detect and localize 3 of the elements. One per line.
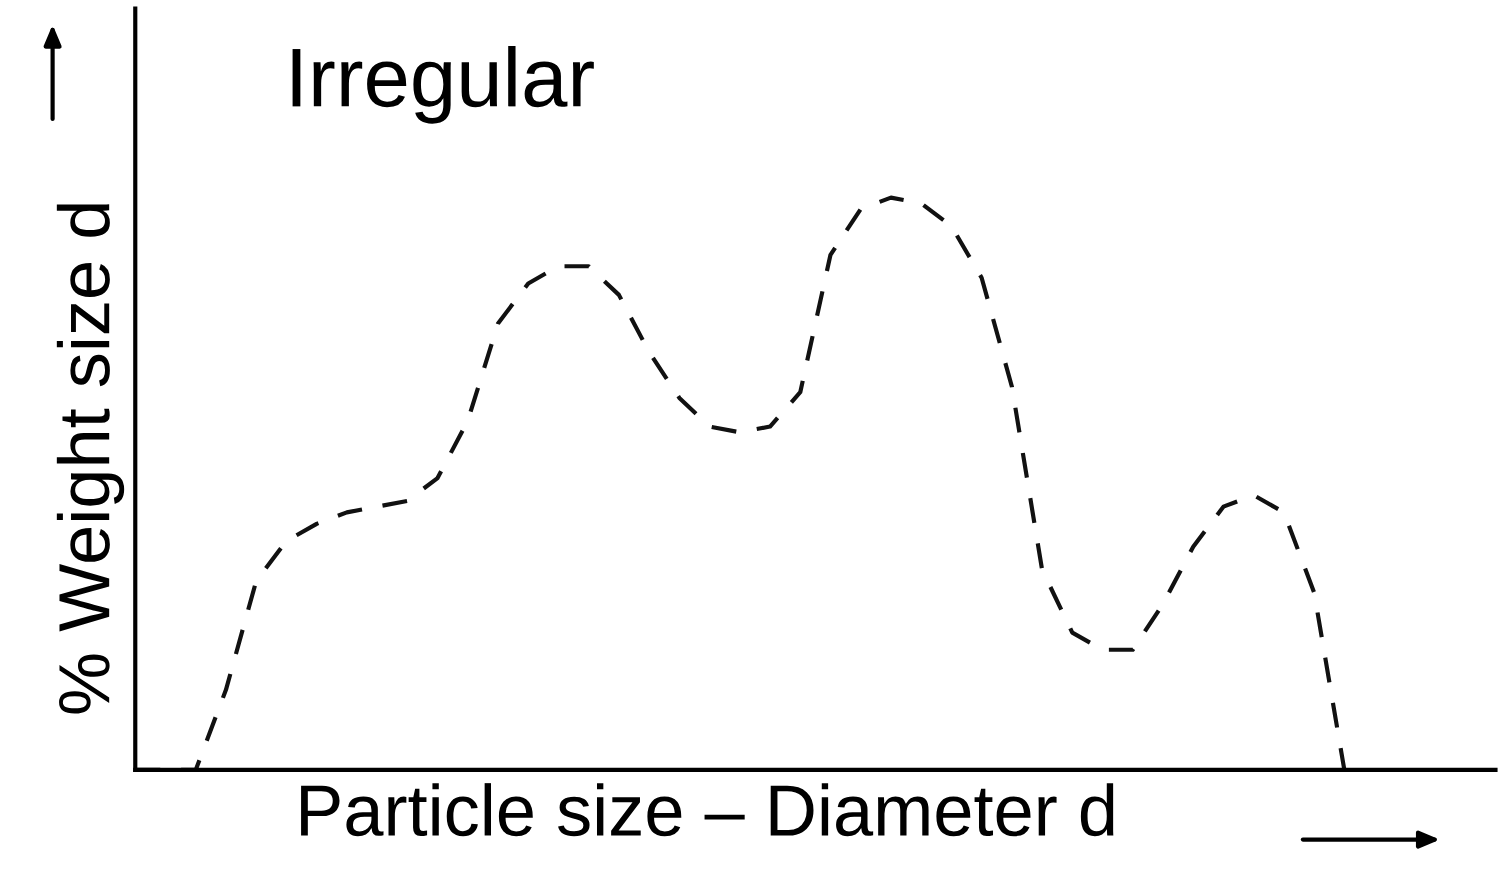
chart-title: Irregular <box>292 45 594 124</box>
x-axis-title: Particle size – Diameter d <box>301 783 1114 837</box>
y-axis-title: % Weight size d <box>56 204 125 714</box>
